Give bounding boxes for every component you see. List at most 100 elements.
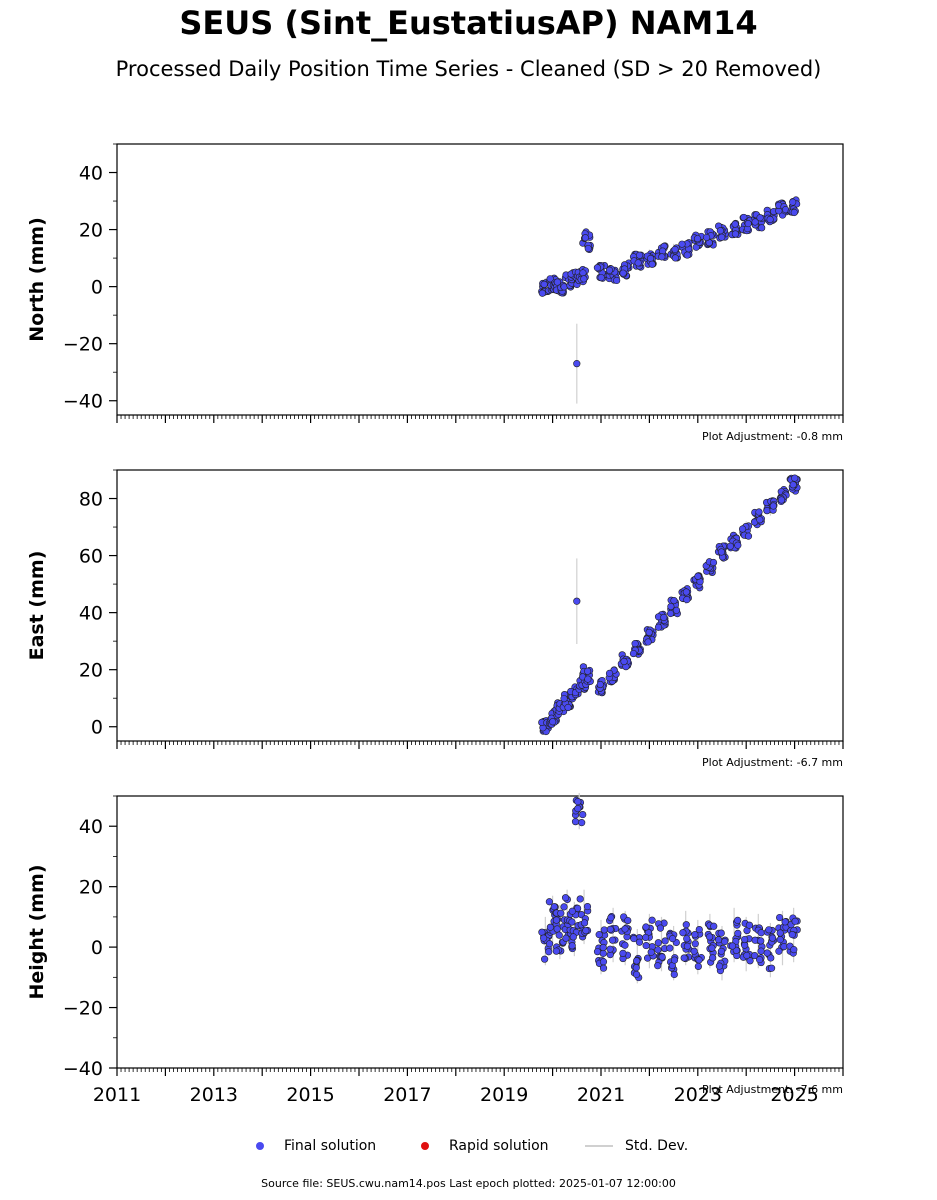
x-tick-label: 2013 [190,1084,238,1106]
final-solution-point [702,233,711,242]
final-solution-point [632,964,640,972]
y-tick-label: −40 [63,391,103,413]
final-solution-point [620,657,628,666]
final-solution-point [560,695,568,703]
final-solution-point [599,943,607,952]
final-solution-point [560,903,568,911]
final-solution-point [600,926,608,934]
final-solution-point [597,274,605,282]
final-solution-point [718,233,726,241]
final-solution-point [763,507,771,515]
final-solution-point [538,289,546,297]
final-solution-point [695,956,703,964]
plot-adjustment-label: Plot Adjustment: -7.6 mm [702,1083,843,1096]
final-solution-point [683,942,692,950]
final-solution-point [734,916,742,924]
final-solution-point [756,214,764,222]
final-solution-point [694,572,702,580]
final-solution-point [744,219,752,228]
legend-std: Std. Dev. [585,1138,688,1154]
final-solution-point [789,198,797,206]
final-solution-point [738,525,747,533]
final-solution-point [545,940,554,948]
final-solution-point [573,360,581,368]
final-solution-point [717,947,726,955]
final-solution-point [584,244,592,253]
final-solution-point [716,227,724,235]
final-solution-point [683,251,691,259]
final-solution-point [574,798,582,806]
final-solution-point [715,962,724,970]
y-tick-label: 20 [79,220,103,242]
final-solution-point [584,667,592,675]
source-note: Source file: SEUS.cwu.nam14.pos Last epo… [261,1177,676,1190]
chart-subtitle: Processed Daily Position Time Series - C… [115,57,822,81]
final-solution-point [758,224,766,232]
final-solution-point [776,929,784,937]
final-solution-point [683,935,691,943]
final-solution-point [768,934,777,942]
y-tick-label: 40 [79,816,103,838]
final-solution-point [756,516,764,524]
final-solution-point [765,926,773,934]
y-tick-label: 80 [79,489,103,511]
final-solution-point [767,954,775,962]
final-solution-point [666,944,674,952]
final-solution-point [576,895,584,903]
final-solution-point [693,235,702,243]
final-solution-point [568,907,576,915]
final-solution-point [709,954,717,962]
final-solution-point [633,957,641,965]
final-solution-point [619,949,627,957]
final-solution-point [552,916,561,924]
final-solution-point [751,952,759,960]
final-solution-point [546,275,554,283]
final-solution-point [717,548,726,556]
y-axis-label: North (mm) [26,217,48,342]
final-solution-point [757,929,765,937]
y-axis-label: Height (mm) [26,864,48,999]
final-solution-point [541,955,549,963]
rapid-solution-marker [421,1142,429,1150]
final-solution-point [757,947,765,955]
final-solution-point [569,933,577,941]
y-tick-label: 40 [79,163,103,185]
final-solution-point [540,934,548,942]
final-solution-point [682,921,690,929]
final-solution-point [553,925,561,933]
final-solution-point [658,953,666,961]
final-solution-point [751,218,759,226]
legend: Final solution Rapid solution Std. Dev. [0,1138,937,1158]
legend-final: Final solution [256,1138,376,1154]
final-solution-point [645,628,653,637]
x-tick-label: 2015 [286,1084,334,1106]
final-solution-point [596,680,604,689]
y-tick-label: 20 [79,660,103,682]
final-solution-point [561,894,570,902]
chart-title: SEUS (Sint_EustatiusAP) NAM14 [179,4,758,42]
final-solution-point [654,623,663,631]
final-solution-point [790,946,798,954]
y-tick-label: 40 [79,603,103,625]
final-solution-point [734,929,742,937]
final-solution-point [571,818,580,826]
final-solution-point [671,245,679,254]
final-solution-point [671,254,679,262]
final-solution-point [666,609,675,618]
final-solution-point [629,649,638,658]
final-solution-point [763,949,771,957]
legend-std-label: Std. Dev. [625,1138,689,1154]
final-solution-point [682,588,690,596]
final-solution-point [672,606,681,614]
final-solution-point [562,934,570,942]
final-solution-point [709,558,718,567]
final-solution-point [549,718,557,726]
final-solution-point [721,938,729,946]
final-solution-point [582,927,590,935]
x-tick-label: 2021 [577,1084,625,1106]
final-solution-point [670,970,678,979]
final-solution-point [741,935,749,944]
final-solution-point [661,937,669,945]
final-solution-point [776,913,784,922]
final-solution-point [766,215,774,224]
